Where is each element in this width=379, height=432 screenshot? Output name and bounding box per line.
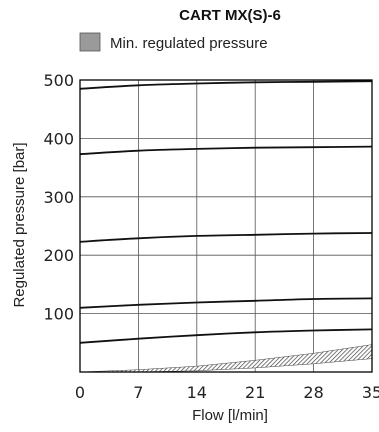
x-tick-label-5: 35 xyxy=(362,383,379,402)
y-tick-label-1: 200 xyxy=(43,246,74,265)
series-lines xyxy=(79,80,373,344)
legend-label-min-pressure: Min. regulated pressure xyxy=(110,35,268,52)
plot-frame xyxy=(79,79,373,373)
min-pressure-band xyxy=(79,344,373,373)
x-axis-label: Flow [l/min] xyxy=(192,407,268,424)
y-tick-label-0: 100 xyxy=(43,305,74,324)
y-tick-label-4: 500 xyxy=(43,71,74,90)
y-tick-label-2: 300 xyxy=(43,188,74,207)
x-tick-label-4: 28 xyxy=(303,383,323,402)
x-tick-label-2: 14 xyxy=(187,383,207,402)
min-pressure-area xyxy=(79,344,373,373)
legend-swatch-min-pressure xyxy=(79,32,101,52)
x-tick-label-1: 7 xyxy=(133,383,143,402)
x-tick-labels: 0 7 14 21 28 35 xyxy=(75,383,379,402)
x-tick-label-3: 21 xyxy=(245,383,265,402)
series-line-2 xyxy=(79,232,373,243)
series-line-4 xyxy=(79,80,373,90)
x-tick-label-0: 0 xyxy=(75,383,85,402)
series-line-3 xyxy=(79,145,373,156)
grid xyxy=(80,80,372,372)
chart-title: CART MX(S)-6 xyxy=(179,7,281,24)
y-axis-label: Regulated pressure [bar] xyxy=(11,142,28,307)
series-line-0 xyxy=(79,328,373,344)
y-tick-label-3: 400 xyxy=(43,129,74,148)
series-line-1 xyxy=(79,297,373,309)
y-tick-labels: 100 200 300 400 500 xyxy=(43,71,74,324)
